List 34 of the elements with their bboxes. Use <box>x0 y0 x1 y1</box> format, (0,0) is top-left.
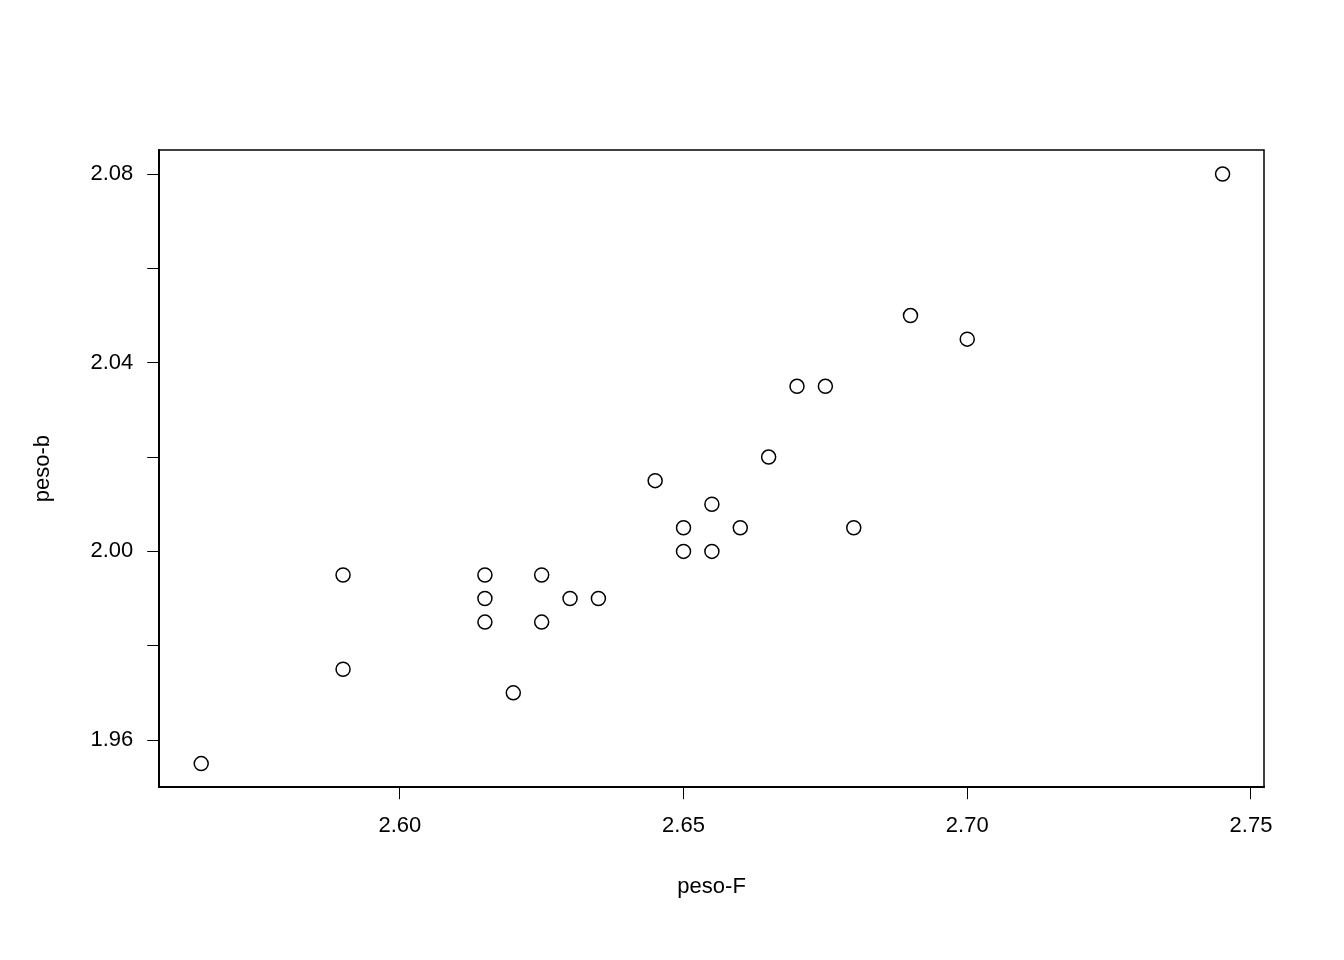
point <box>675 520 692 536</box>
point <box>647 472 663 489</box>
point <box>704 496 720 512</box>
x-tick-label: 2.60 <box>378 812 422 838</box>
y-tick-label: 2.08 <box>90 160 134 186</box>
point <box>335 567 351 583</box>
point <box>562 590 578 607</box>
y-axis-title: peso-b <box>29 434 55 503</box>
point <box>477 567 493 583</box>
point <box>959 331 975 347</box>
point <box>846 520 862 536</box>
y-tick-label: 2.04 <box>90 348 134 374</box>
point <box>760 449 777 465</box>
point <box>704 543 720 560</box>
point <box>533 567 550 583</box>
point <box>193 755 209 772</box>
point <box>675 543 692 560</box>
point <box>902 307 919 324</box>
y-tick-label: 2.00 <box>90 537 134 563</box>
point <box>477 614 493 630</box>
point <box>817 378 834 395</box>
x-axis-title: peso-F <box>677 872 746 898</box>
point <box>477 590 493 607</box>
x-tick-label: 2.70 <box>945 812 989 838</box>
point <box>1214 166 1231 182</box>
point <box>789 378 805 395</box>
y-tick-label: 1.96 <box>90 726 134 752</box>
x-tick-label: 2.65 <box>662 812 705 838</box>
x-tick-label: 2.75 <box>1229 812 1273 838</box>
point <box>335 661 351 678</box>
point <box>533 614 550 630</box>
point <box>505 685 522 701</box>
point <box>732 520 749 536</box>
point <box>590 590 607 607</box>
